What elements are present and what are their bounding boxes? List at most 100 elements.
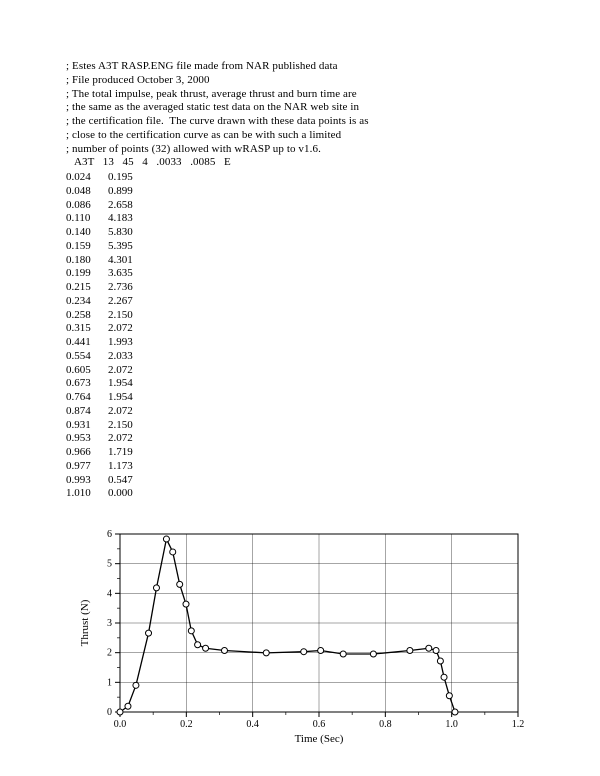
table-row: 0.9930.547 bbox=[66, 474, 156, 488]
comment-line: ; number of points (32) allowed with wRA… bbox=[66, 143, 566, 157]
time-cell: 0.605 bbox=[66, 364, 108, 378]
table-row: 0.0480.899 bbox=[66, 185, 156, 199]
svg-text:5: 5 bbox=[107, 559, 112, 570]
time-cell: 0.441 bbox=[66, 336, 108, 350]
thrust-cell: 0.547 bbox=[108, 474, 156, 488]
thrust-cell: 1.173 bbox=[108, 460, 156, 474]
thrust-cell: 2.033 bbox=[108, 350, 156, 364]
time-cell: 0.180 bbox=[66, 254, 108, 268]
thrust-cell: 1.993 bbox=[108, 336, 156, 350]
thrust-cell: 2.267 bbox=[108, 295, 156, 309]
time-cell: 0.673 bbox=[66, 377, 108, 391]
svg-text:Time (Sec): Time (Sec) bbox=[295, 733, 344, 745]
svg-text:1: 1 bbox=[107, 677, 112, 688]
time-cell: 0.086 bbox=[66, 199, 108, 213]
table-row: 0.9312.150 bbox=[66, 419, 156, 433]
table-row: 0.8742.072 bbox=[66, 405, 156, 419]
document-body: ; Estes A3T RASP.ENG file made from NAR … bbox=[66, 60, 566, 501]
time-cell: 0.315 bbox=[66, 322, 108, 336]
thrust-cell: 1.954 bbox=[108, 377, 156, 391]
time-cell: 0.993 bbox=[66, 474, 108, 488]
table-row: 0.5542.033 bbox=[66, 350, 156, 364]
time-cell: 0.110 bbox=[66, 212, 108, 226]
svg-text:0: 0 bbox=[107, 707, 112, 718]
svg-text:1.0: 1.0 bbox=[445, 719, 458, 730]
table-row: 0.2152.736 bbox=[66, 281, 156, 295]
time-cell: 0.215 bbox=[66, 281, 108, 295]
thrust-cell: 2.150 bbox=[108, 309, 156, 323]
thrust-cell: 5.395 bbox=[108, 240, 156, 254]
time-cell: 0.931 bbox=[66, 419, 108, 433]
table-row: 0.1993.635 bbox=[66, 267, 156, 281]
thrust-cell: 0.000 bbox=[108, 487, 156, 501]
table-row: 0.1804.301 bbox=[66, 254, 156, 268]
thrust-cell: 4.301 bbox=[108, 254, 156, 268]
time-cell: 0.953 bbox=[66, 432, 108, 446]
table-row: 0.7641.954 bbox=[66, 391, 156, 405]
time-cell: 0.234 bbox=[66, 295, 108, 309]
table-row: 0.3152.072 bbox=[66, 322, 156, 336]
table-row: 0.1595.395 bbox=[66, 240, 156, 254]
svg-text:3: 3 bbox=[107, 618, 112, 629]
time-cell: 0.199 bbox=[66, 267, 108, 281]
time-cell: 0.048 bbox=[66, 185, 108, 199]
svg-text:0.2: 0.2 bbox=[180, 719, 193, 730]
thrust-cell: 0.195 bbox=[108, 171, 156, 185]
thrust-cell: 0.899 bbox=[108, 185, 156, 199]
table-row: 0.0862.658 bbox=[66, 199, 156, 213]
svg-text:4: 4 bbox=[107, 588, 112, 599]
svg-text:1.2: 1.2 bbox=[512, 719, 525, 730]
time-cell: 0.258 bbox=[66, 309, 108, 323]
svg-text:0.4: 0.4 bbox=[246, 719, 259, 730]
thrust-cell: 1.954 bbox=[108, 391, 156, 405]
data-table: 0.0240.1950.0480.8990.0862.6580.1104.183… bbox=[66, 171, 156, 501]
time-cell: 0.554 bbox=[66, 350, 108, 364]
chart-svg: 0.0 0.2 0.4 0.6 0.8 1.0 1.2 0 1 2 3 4 5 6 Time (Sec) Th… bbox=[72, 528, 528, 754]
thrust-cell: 5.830 bbox=[108, 226, 156, 240]
thrust-cell: 3.635 bbox=[108, 267, 156, 281]
table-row: 0.9532.072 bbox=[66, 432, 156, 446]
comment-block: ; Estes A3T RASP.ENG file made from NAR … bbox=[66, 60, 566, 156]
time-cell: 0.024 bbox=[66, 171, 108, 185]
table-row: 0.0240.195 bbox=[66, 171, 156, 185]
svg-text:0.8: 0.8 bbox=[379, 719, 392, 730]
thrust-cell: 4.183 bbox=[108, 212, 156, 226]
thrust-chart: 0.0 0.2 0.4 0.6 0.8 1.0 1.2 0 1 2 3 4 5 6 Time (Sec) Th… bbox=[72, 528, 528, 754]
table-row: 0.9771.173 bbox=[66, 460, 156, 474]
thrust-cell: 2.072 bbox=[108, 405, 156, 419]
comment-line: ; Estes A3T RASP.ENG file made from NAR … bbox=[66, 60, 566, 74]
thrust-cell: 2.072 bbox=[108, 322, 156, 336]
table-row: 0.2342.267 bbox=[66, 295, 156, 309]
table-row: 0.4411.993 bbox=[66, 336, 156, 350]
svg-text:Thrust (N): Thrust (N) bbox=[79, 599, 91, 646]
thrust-cell: 2.736 bbox=[108, 281, 156, 295]
comment-line: ; the same as the averaged static test d… bbox=[66, 101, 566, 115]
thrust-cell: 2.658 bbox=[108, 199, 156, 213]
time-cell: 0.140 bbox=[66, 226, 108, 240]
time-cell: 0.159 bbox=[66, 240, 108, 254]
thrust-cell: 1.719 bbox=[108, 446, 156, 460]
comment-line: ; File produced October 3, 2000 bbox=[66, 74, 566, 88]
time-cell: 0.977 bbox=[66, 460, 108, 474]
table-row: 0.9661.719 bbox=[66, 446, 156, 460]
thrust-cell: 2.150 bbox=[108, 419, 156, 433]
time-cell: 0.764 bbox=[66, 391, 108, 405]
comment-line: ; the certification file. The curve draw… bbox=[66, 115, 566, 129]
thrust-cell: 2.072 bbox=[108, 432, 156, 446]
time-cell: 1.010 bbox=[66, 487, 108, 501]
table-row: 0.1405.830 bbox=[66, 226, 156, 240]
comment-line: ; The total impulse, peak thrust, averag… bbox=[66, 88, 566, 102]
data-header: A3T 13 45 4 .0033 .0085 E bbox=[66, 156, 566, 170]
svg-text:0.6: 0.6 bbox=[313, 719, 326, 730]
table-row: 0.2582.150 bbox=[66, 309, 156, 323]
table-row: 0.6731.954 bbox=[66, 377, 156, 391]
table-row: 1.0100.000 bbox=[66, 487, 156, 501]
table-row: 0.6052.072 bbox=[66, 364, 156, 378]
time-cell: 0.874 bbox=[66, 405, 108, 419]
svg-text:2: 2 bbox=[107, 648, 112, 659]
svg-text:6: 6 bbox=[107, 529, 112, 540]
comment-line: ; close to the certification curve as ca… bbox=[66, 129, 566, 143]
table-row: 0.1104.183 bbox=[66, 212, 156, 226]
svg-text:0.0: 0.0 bbox=[114, 719, 127, 730]
time-cell: 0.966 bbox=[66, 446, 108, 460]
